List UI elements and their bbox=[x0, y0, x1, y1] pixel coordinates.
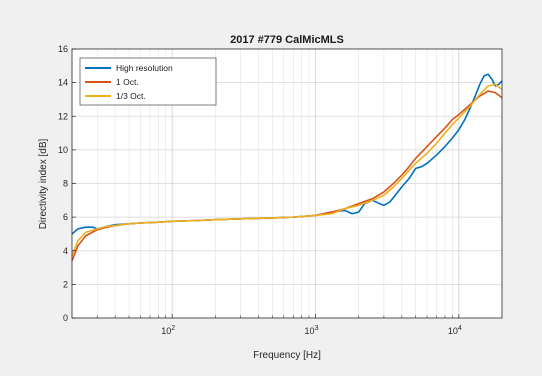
legend-label-high-resolution: High resolution bbox=[116, 63, 173, 73]
y-tick-label: 8 bbox=[63, 179, 68, 189]
y-tick-label: 6 bbox=[63, 212, 68, 222]
y-tick-label: 12 bbox=[58, 111, 68, 121]
x-axis-label: Frequency [Hz] bbox=[253, 350, 321, 361]
y-tick-label: 14 bbox=[58, 78, 68, 88]
series-layer bbox=[71, 73, 503, 262]
chart-title: 2017 #779 CalMicMLS bbox=[230, 34, 344, 46]
major-grid bbox=[72, 49, 502, 318]
x-tick-labels: 102 103 104 bbox=[161, 325, 462, 336]
y-tick-label: 4 bbox=[63, 246, 68, 256]
y-axis-label: Directivity index [dB] bbox=[38, 138, 49, 229]
y-tick-label: 2 bbox=[63, 279, 68, 289]
tick-marks bbox=[72, 48, 460, 319]
y-tick-label: 16 bbox=[58, 44, 68, 54]
legend-label-third-oct: 1/3 Oct. bbox=[116, 91, 146, 101]
legend: High resolution 1 Oct. 1/3 Oct. bbox=[79, 57, 217, 106]
x-tick-label: 103 bbox=[305, 325, 319, 336]
series-line-third-oct bbox=[71, 83, 503, 257]
y-tick-label: 0 bbox=[63, 313, 68, 323]
y-tick-label: 10 bbox=[58, 145, 68, 155]
x-tick-label: 102 bbox=[161, 325, 175, 336]
legend-label-1-oct: 1 Oct. bbox=[116, 77, 139, 87]
y-tick-labels: 0 2 4 6 8 10 12 14 16 bbox=[58, 44, 68, 323]
x-tick-label: 104 bbox=[448, 325, 462, 336]
